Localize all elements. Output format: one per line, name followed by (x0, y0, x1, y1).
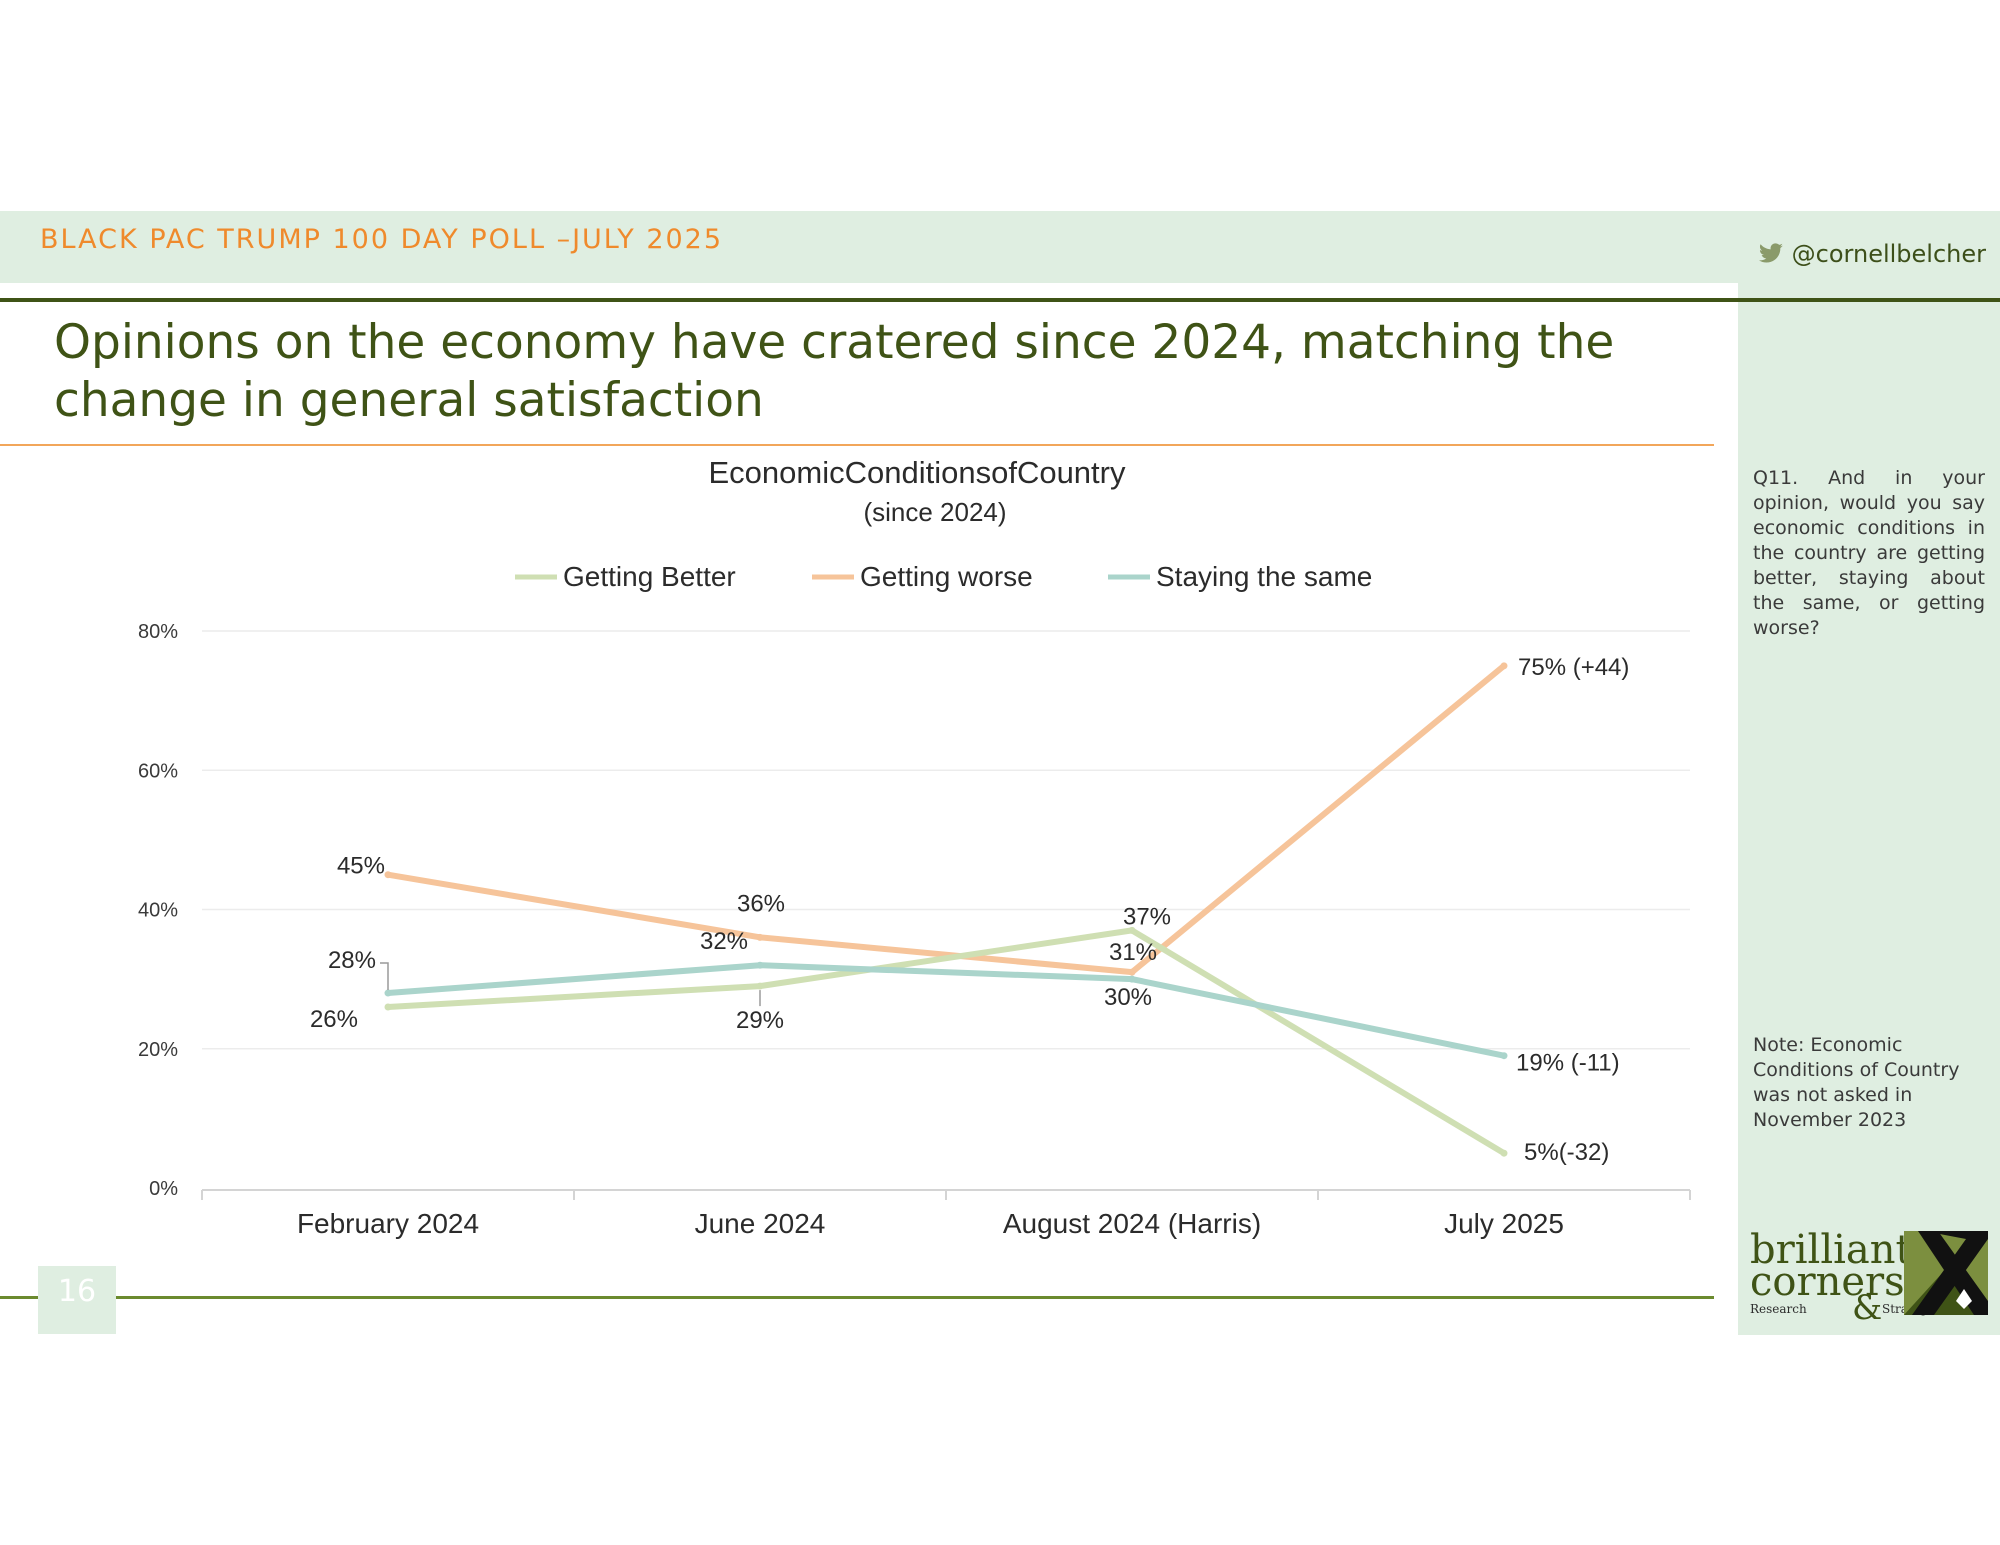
logo-x-mark-icon (1904, 1231, 1988, 1315)
chart-title: EconomicConditionsofCountry (709, 455, 1126, 490)
side-panel (1738, 283, 2000, 1335)
header-divider (0, 298, 2000, 302)
x-tick-label: July 2025 (1444, 1208, 1564, 1239)
logo-ampersand: & (1852, 1288, 1883, 1328)
y-tick-label: 0% (149, 1178, 178, 1200)
x-tick-label: February 2024 (297, 1208, 479, 1239)
data-label: 26% (310, 1006, 358, 1033)
logo-word-1: brilliant (1750, 1227, 1912, 1273)
legend-label: Getting Better (563, 561, 736, 592)
data-point (384, 871, 392, 879)
data-label: 29% (736, 1007, 784, 1034)
footer-divider (0, 1296, 1714, 1299)
data-point (1128, 968, 1136, 976)
page-number-box (38, 1266, 116, 1334)
twitter-bird-icon (1758, 243, 1783, 263)
page-number: 16 (57, 1274, 97, 1309)
y-tick-label: 80% (138, 621, 178, 643)
y-tick-label: 60% (138, 760, 178, 782)
chart-legend: Getting Better Getting worse Staying the s… (515, 561, 1372, 592)
x-tick-label: June 2024 (695, 1208, 826, 1239)
x-tick-label: August 2024 (Harris) (1003, 1208, 1261, 1239)
data-label: 30% (1104, 984, 1152, 1011)
legend-label: Getting worse (860, 561, 1033, 592)
brilliant-corners-logo: brilliant corners & Research Strategies (1748, 1227, 1990, 1328)
poll-header-title: BLACK PAC TRUMP 100 DAY POLL –JULY 2025 (40, 224, 724, 255)
series-line (385, 962, 1507, 1059)
chart-grid (202, 630, 1690, 1050)
data-label: 45% (337, 853, 385, 880)
data-label: 5%(-32) (1524, 1139, 1609, 1166)
leader-line (380, 962, 389, 991)
data-point (756, 961, 764, 969)
data-label: 28% (328, 947, 376, 974)
header-band (0, 211, 2000, 283)
data-point (1500, 662, 1508, 670)
data-point (384, 989, 392, 997)
y-axis: 0% 20% 40% 60% 80% (138, 621, 178, 1200)
data-point (756, 933, 764, 941)
data-point (1500, 1052, 1508, 1060)
data-point (756, 982, 764, 990)
data-label: 31% (1109, 939, 1157, 966)
data-label: 19% (-11) (1516, 1050, 1620, 1077)
y-tick-label: 40% (138, 900, 178, 922)
y-tick-label: 20% (138, 1039, 178, 1061)
legend-label: Staying the same (1156, 561, 1372, 592)
twitter-handle-text: @cornellbelcher (1791, 240, 1986, 268)
data-label: 37% (1123, 903, 1171, 930)
economic-conditions-chart: EconomicConditionsofCountry (since 2024)… (138, 455, 1691, 1239)
data-label: 36% (737, 890, 785, 917)
data-label: 32% (700, 928, 748, 955)
data-point (384, 1003, 392, 1011)
data-point (1500, 1149, 1508, 1157)
data-labels: 26% 29% 37% 5%(-32) 45% 36% 31% 75% (+44) 28% 32%… (310, 654, 1629, 1166)
series-line (385, 927, 1507, 1157)
data-point (1128, 975, 1136, 983)
survey-note: Note: Economic Conditions of Country was… (1753, 1034, 1960, 1131)
logo-word-2: corners (1750, 1259, 1905, 1305)
data-point (1128, 926, 1136, 934)
page-title: Opinions on the economy have cratered si… (54, 315, 1615, 428)
chart-series (384, 662, 1508, 1157)
twitter-handle: @cornellbelcher (1758, 240, 1986, 268)
chart-subtitle: (since 2024) (863, 497, 1006, 527)
logo-subtitle-left: Research (1750, 1302, 1807, 1316)
x-axis: February 2024 June 2024 August 2024 (Harri… (201, 1189, 1691, 1239)
data-label: 75% (+44) (1518, 654, 1629, 681)
series-line (385, 662, 1507, 976)
title-divider (0, 444, 1714, 446)
survey-question: Q11. And in your opinion, would you say … (1753, 467, 1985, 639)
